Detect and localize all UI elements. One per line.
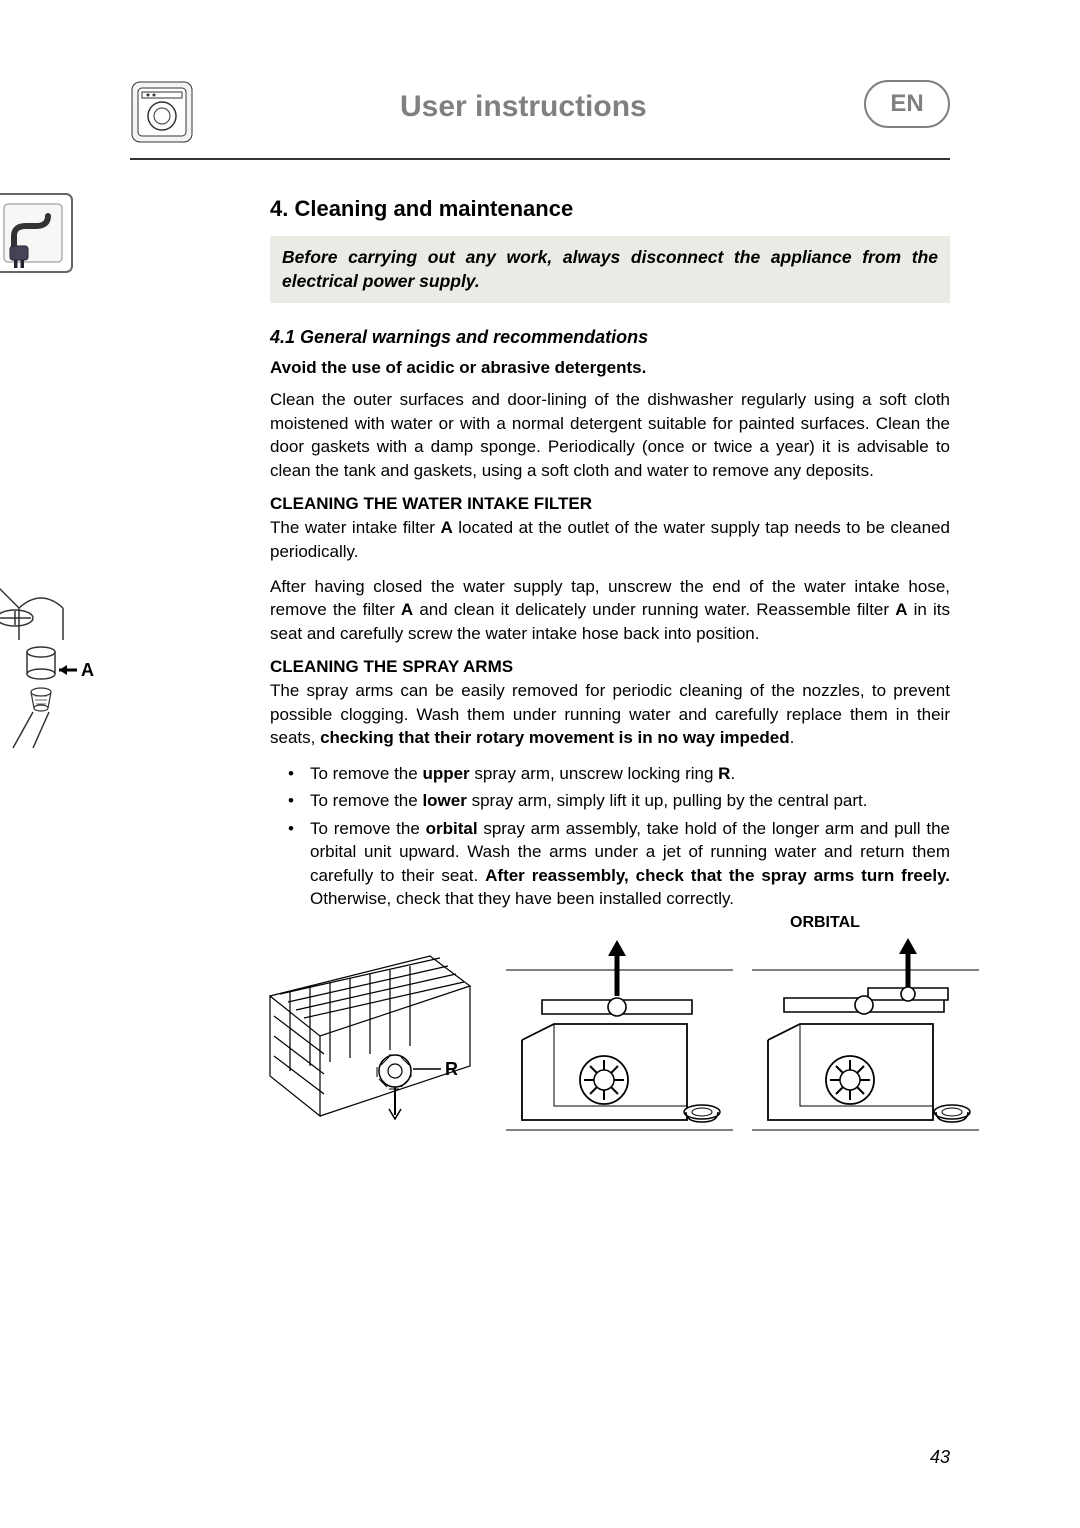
list-item: To remove the lower spray arm, simply li… — [270, 789, 950, 812]
section-heading: 4. Cleaning and maintenance — [270, 196, 950, 222]
label-lower: lower — [422, 791, 466, 810]
label-A: A — [895, 600, 907, 619]
text: and clean it delicately under running wa… — [413, 600, 895, 619]
label-A: A — [401, 600, 413, 619]
page-header: User instructions EN — [130, 80, 950, 160]
text: . — [790, 728, 795, 747]
subsection-heading: 4.1 General warnings and recommendations — [270, 327, 950, 348]
svg-text:R: R — [445, 1059, 458, 1079]
washer-logo-icon — [130, 80, 194, 144]
text-column: 4. Cleaning and maintenance Before carry… — [270, 196, 950, 1168]
general-paragraph: Clean the outer surfaces and door-lining… — [270, 388, 950, 482]
text: Otherwise, check that they have been ins… — [310, 889, 734, 908]
spray-heading: CLEANING THE SPRAY ARMS — [270, 657, 950, 677]
page: User instructions EN 4. Cleaning and mai… — [0, 0, 1080, 1528]
label-R: R — [718, 764, 730, 783]
hose-filter-icon: A — [0, 578, 105, 748]
list-item: To remove the orbital spray arm assembly… — [270, 817, 950, 911]
label-orbital: orbital — [426, 819, 478, 838]
text: . — [730, 764, 735, 783]
filter-paragraph-1: The water intake filter A located at the… — [270, 516, 950, 563]
page-number: 43 — [930, 1447, 950, 1468]
figure-lower-arm-icon — [502, 930, 737, 1140]
figure-orbital-icon — [748, 930, 983, 1140]
filter-paragraph-2: After having closed the water supply tap… — [270, 575, 950, 645]
warning-box: Before carrying out any work, always dis… — [270, 236, 950, 303]
header-title: User instructions — [400, 90, 647, 124]
text: To remove the — [310, 819, 426, 838]
text: spray arm, simply lift it up, pulling by… — [467, 791, 868, 810]
text: spray arm, unscrew locking ring — [470, 764, 718, 783]
language-badge: EN — [864, 80, 950, 128]
list-item: To remove the upper spray arm, unscrew l… — [270, 762, 950, 785]
bold-phrase: checking that their rotary movement is i… — [320, 728, 790, 747]
text: To remove the — [310, 764, 422, 783]
figures-row: ORBITAL — [270, 918, 950, 1168]
figure-upper-basket-icon: R — [260, 936, 490, 1136]
label-A: A — [440, 518, 452, 537]
avoid-line: Avoid the use of acidic or abrasive dete… — [270, 358, 950, 378]
svg-text:A: A — [81, 660, 94, 680]
bullet-list: To remove the upper spray arm, unscrew l… — [270, 762, 950, 911]
plug-icon — [0, 190, 76, 276]
text: To remove the — [310, 791, 422, 810]
header-rule — [130, 158, 950, 160]
bold-phrase: After reassembly, check that the spray a… — [485, 866, 950, 885]
filter-heading: CLEANING THE WATER INTAKE FILTER — [270, 494, 950, 514]
text: The water intake filter — [270, 518, 440, 537]
main-content: 4. Cleaning and maintenance Before carry… — [130, 196, 950, 1168]
label-upper: upper — [422, 764, 469, 783]
spray-paragraph: The spray arms can be easily removed for… — [270, 679, 950, 749]
